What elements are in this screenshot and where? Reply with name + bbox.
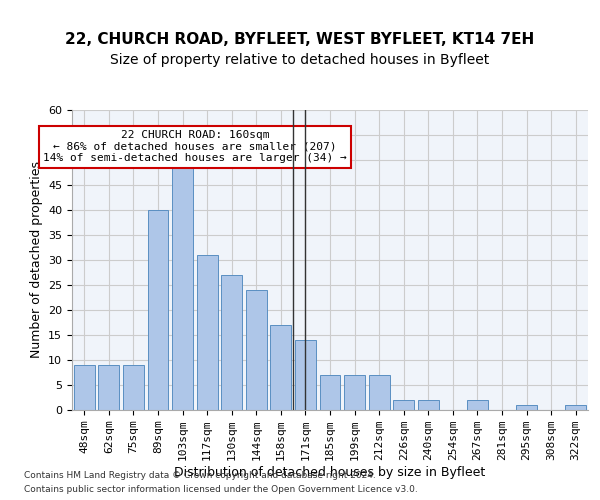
Bar — [393, 400, 414, 410]
Bar — [271, 325, 292, 410]
Bar — [123, 365, 144, 410]
Text: Size of property relative to detached houses in Byfleet: Size of property relative to detached ho… — [110, 53, 490, 67]
Bar — [197, 255, 218, 410]
Bar — [98, 365, 119, 410]
Bar — [467, 400, 488, 410]
Bar — [344, 375, 365, 410]
Bar — [172, 165, 193, 410]
Bar — [221, 275, 242, 410]
Bar — [148, 210, 169, 410]
Bar — [74, 365, 95, 410]
Text: 22 CHURCH ROAD: 160sqm
← 86% of detached houses are smaller (207)
14% of semi-de: 22 CHURCH ROAD: 160sqm ← 86% of detached… — [43, 130, 347, 163]
Bar — [320, 375, 340, 410]
Y-axis label: Number of detached properties: Number of detached properties — [29, 162, 43, 358]
Text: Contains HM Land Registry data © Crown copyright and database right 2024.: Contains HM Land Registry data © Crown c… — [24, 470, 376, 480]
Bar — [516, 405, 537, 410]
Bar — [368, 375, 389, 410]
Bar — [246, 290, 267, 410]
Text: Contains public sector information licensed under the Open Government Licence v3: Contains public sector information licen… — [24, 486, 418, 494]
Bar — [295, 340, 316, 410]
Bar — [565, 405, 586, 410]
X-axis label: Distribution of detached houses by size in Byfleet: Distribution of detached houses by size … — [175, 466, 485, 479]
Text: 22, CHURCH ROAD, BYFLEET, WEST BYFLEET, KT14 7EH: 22, CHURCH ROAD, BYFLEET, WEST BYFLEET, … — [65, 32, 535, 48]
Bar — [418, 400, 439, 410]
